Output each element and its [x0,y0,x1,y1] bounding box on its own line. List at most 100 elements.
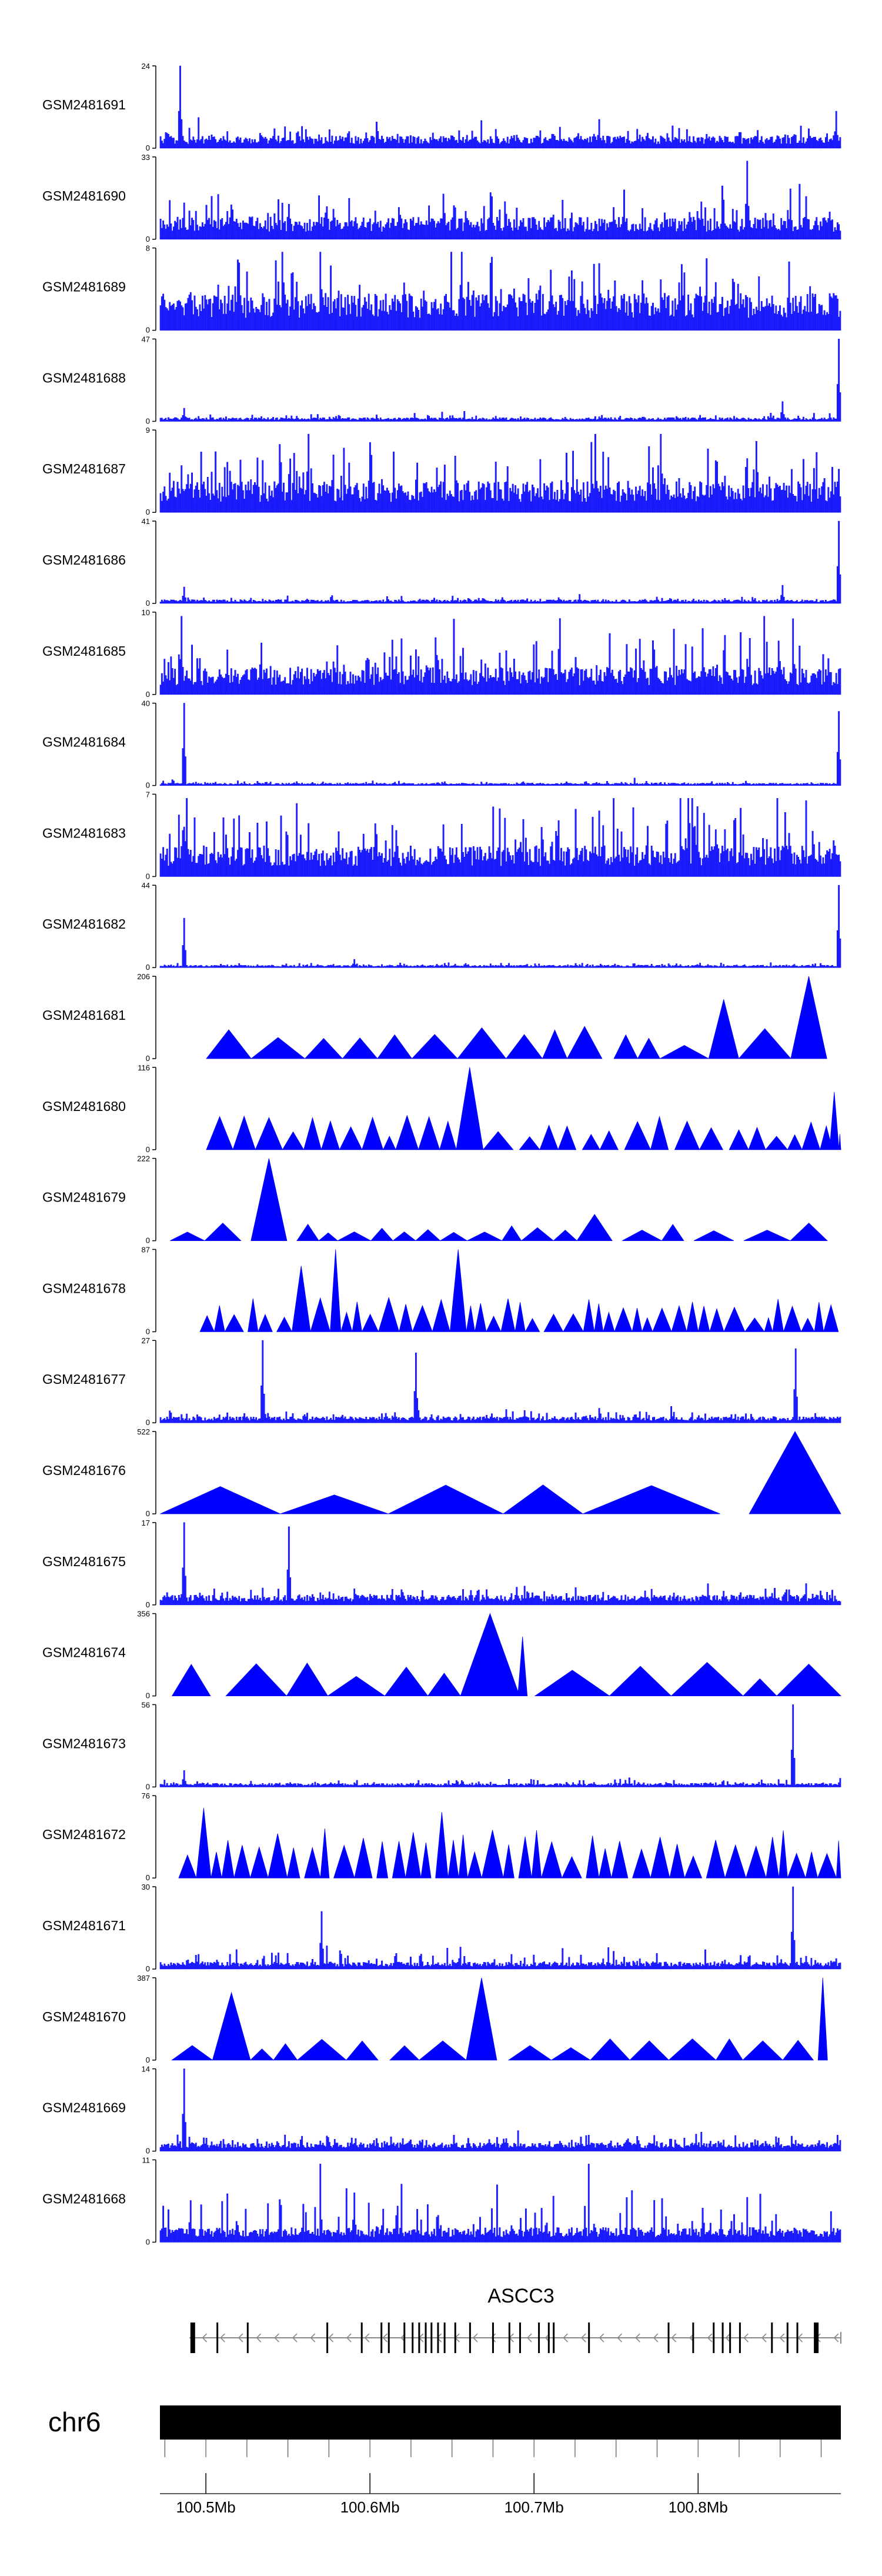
coverage-triangles [199,1249,839,1332]
track-label: GSM2481673 [42,1736,126,1751]
y-zero-label: 0 [146,416,150,425]
coverage-triangles [170,1158,828,1241]
exon [519,2323,521,2353]
coverage-triangles [206,976,827,1059]
gene-name: ASCC3 [487,2285,554,2307]
coverage-triangles [206,1067,841,1150]
exon [692,2323,694,2353]
y-max-label: 40 [142,699,150,708]
strand-arrow [743,2333,749,2343]
y-max-label: 356 [137,1610,150,1619]
track-GSM2481686: GSM2481686 41 0 [42,517,841,608]
track-GSM2481680: GSM2481680 116 0 [42,1063,841,1154]
track-label: GSM2481675 [42,1554,126,1569]
exon [380,2323,383,2353]
strand-arrow [490,2333,496,2343]
y-max-label: 11 [142,2155,151,2164]
coverage-triangles [171,1613,841,1696]
strand-arrow [310,2333,316,2343]
track-GSM2481683: GSM2481683 7 0 [42,790,841,880]
axis-tick-label: 100.6Mb [340,2498,400,2516]
track-GSM2481668: GSM2481668 11 0 [42,2155,841,2246]
y-max-label: 8 [146,244,150,253]
y-max-label: 41 [142,517,150,526]
y-zero-label: 0 [146,1691,150,1700]
exon [508,2323,510,2353]
y-max-label: 522 [137,1427,150,1436]
strand-arrow [256,2333,262,2343]
y-max-label: 206 [137,972,150,981]
exon [553,2323,555,2353]
axis-tick-label: 100.8Mb [669,2498,728,2516]
y-zero-label: 0 [146,963,150,972]
exon [588,2323,590,2353]
exon [721,2323,724,2353]
y-zero-label: 0 [146,1054,150,1063]
track-label: GSM2481685 [42,643,126,659]
strand-arrow [761,2333,767,2343]
track-label: GSM2481678 [42,1280,126,1296]
track-GSM2481685: GSM2481685 10 0 [42,608,841,699]
strand-arrow [220,2333,225,2343]
exon [216,2323,219,2353]
track-GSM2481669: GSM2481669 14 0 [42,2065,841,2155]
coverage-bars [159,433,841,513]
coverage-bars [159,161,841,240]
coverage-bars [159,703,841,786]
strand-arrow [238,2333,243,2343]
coverage-bars [159,65,841,149]
axis-tick-label: 100.5Mb [176,2498,236,2516]
track-label: GSM2481686 [42,552,126,568]
exon [796,2323,799,2353]
exon [713,2323,715,2353]
track-label: GSM2481674 [42,1645,126,1660]
strand-arrow [274,2333,279,2343]
track-GSM2481682: GSM2481682 44 0 [42,881,841,972]
strand-arrow [328,2333,333,2343]
exon [538,2323,540,2353]
track-label: GSM2481681 [42,1007,126,1023]
strand-arrow [563,2333,568,2343]
y-zero-label: 0 [146,1600,150,1609]
strand-arrow [833,2333,839,2343]
y-max-label: 222 [137,1154,150,1163]
track-GSM2481670: GSM2481670 387 0 [42,1974,828,2064]
track-GSM2481691: GSM2481691 24 0 [42,62,841,152]
y-zero-label: 0 [146,599,150,608]
y-max-label: 87 [142,1245,150,1254]
track-GSM2481679: GSM2481679 222 0 [42,1154,828,1245]
strand-arrow [653,2333,659,2343]
gene-track: ASCC3 [189,2285,841,2353]
chromosome-track: chr6 [48,2405,841,2440]
track-GSM2481673: GSM2481673 56 0 [42,1700,841,1791]
track-label: GSM2481679 [42,1190,126,1205]
track-GSM2481676: GSM2481676 522 0 [42,1427,841,1518]
exon [437,2323,439,2353]
y-max-label: 33 [142,153,150,162]
coverage-bars [159,616,841,695]
track-label: GSM2481688 [42,370,126,385]
track-label: GSM2481668 [42,2191,126,2206]
y-zero-label: 0 [146,690,150,699]
exon [403,2323,406,2353]
track-GSM2481687: GSM2481687 9 0 [42,426,841,516]
y-zero-label: 0 [146,144,150,152]
strand-arrow [202,2333,208,2343]
track-GSM2481690: GSM2481690 33 0 [42,153,841,243]
coverage-triangles [178,1808,841,1878]
y-max-label: 30 [142,1883,150,1891]
y-zero-label: 0 [146,235,150,243]
exon [469,2323,471,2353]
track-label: GSM2481689 [42,279,126,295]
track-label: GSM2481670 [42,2009,126,2024]
exon [786,2323,789,2353]
y-zero-label: 0 [146,1873,150,1882]
y-zero-label: 0 [146,2147,150,2155]
y-max-label: 17 [142,1519,150,1527]
coverage-bars [159,1522,841,1606]
y-max-label: 27 [142,1336,150,1345]
strand-arrow [707,2333,713,2343]
track-label: GSM2481682 [42,916,126,932]
genome-axis: 100.5Mb 100.6Mb 100.7Mb 100.8Mb [160,2440,841,2516]
